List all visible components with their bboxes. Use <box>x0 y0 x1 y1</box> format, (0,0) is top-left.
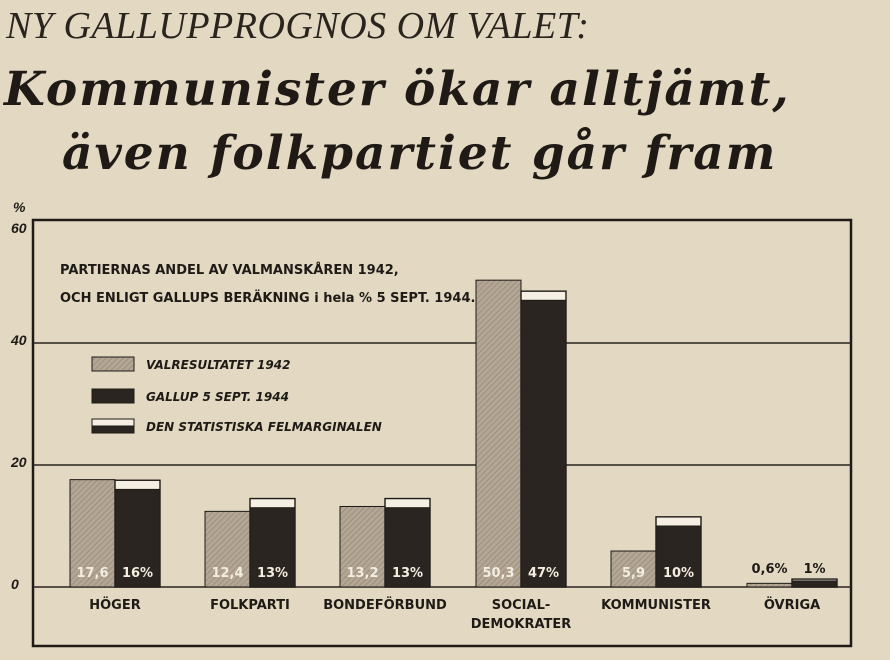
y-tick-label-0: 0 <box>11 576 19 592</box>
category-label-1: FOLKPARTI <box>210 598 290 613</box>
legend: VALRESULTATET 1942 GALLUP 5 SEPT. 1944 D… <box>91 356 382 434</box>
data-label-1942-4: 5,9 <box>622 566 645 581</box>
headline-line-1: Kommunister ökar alltjämt, <box>4 62 791 117</box>
category-label-4: KOMMUNISTER <box>601 598 711 613</box>
chart-frame <box>31 218 853 648</box>
legend-swatch-valresultat <box>91 356 135 372</box>
data-label-1942-3: 50,3 <box>482 566 514 581</box>
legend-label-valresultat: VALRESULTATET 1942 <box>146 358 290 372</box>
category-label-0: HÖGER <box>89 597 141 613</box>
bar-1942-3 <box>475 279 522 588</box>
bar-1942-5 <box>746 582 793 588</box>
y-axis-unit: % <box>13 199 26 215</box>
legend-label-gallup: GALLUP 5 SEPT. 1944 <box>146 390 289 404</box>
bar-gallup-1 <box>249 507 296 588</box>
data-label-gallup-1: 13% <box>257 566 288 581</box>
chart-note-line-2: OCH ENLIGT GALLUPS BERÄKNING i hela % 5 … <box>60 290 475 306</box>
data-label-gallup-2: 13% <box>392 566 423 581</box>
data-label-1942-1: 12,4 <box>211 566 243 581</box>
data-label-gallup-0: 16% <box>122 566 153 581</box>
kicker-headline: NY GALLUPPROGNOS OM VALET: <box>6 5 590 47</box>
bar-gallup-0 <box>114 488 161 588</box>
data-label-1942-5: 0,6% <box>751 562 787 577</box>
category-label-3-0: SOCIAL- <box>492 598 551 613</box>
category-label-3-1: DEMOKRATER <box>471 617 572 632</box>
data-label-1942-2: 13,2 <box>346 566 378 581</box>
bar-1942-1 <box>204 510 251 588</box>
bar-gallup-5 <box>791 580 838 588</box>
legend-swatch-gallup <box>91 388 135 404</box>
bar-gallup-4 <box>655 525 702 588</box>
headline-line-2: även folkpartiet går fram <box>62 126 778 181</box>
legend-swatch-margin-top <box>91 418 135 427</box>
legend-swatch-margin-bottom <box>91 425 135 434</box>
category-label-2: BONDEFÖRBUND <box>323 597 447 613</box>
bar-1942-0 <box>69 479 116 588</box>
data-label-gallup-3: 47% <box>528 566 559 581</box>
bar-gallup-2 <box>384 507 431 588</box>
data-label-1942-0: 17,6 <box>76 566 108 581</box>
y-tick-label-40: 40 <box>10 332 27 348</box>
y-tick-label-20: 20 <box>10 454 27 470</box>
category-label-5: ÖVRIGA <box>764 597 820 613</box>
legend-label-margin: DEN STATISTISKA FELMARGINALEN <box>146 420 382 434</box>
y-tick-label-60: 60 <box>11 220 27 236</box>
chart-note-line-1: PARTIERNAS ANDEL AV VALMANSKÅREN 1942, <box>60 262 399 278</box>
data-label-gallup-4: 10% <box>663 566 694 581</box>
bar-gallup-3 <box>520 299 567 588</box>
bar-1942-2 <box>339 505 386 588</box>
data-label-gallup-5: 1% <box>803 562 825 577</box>
